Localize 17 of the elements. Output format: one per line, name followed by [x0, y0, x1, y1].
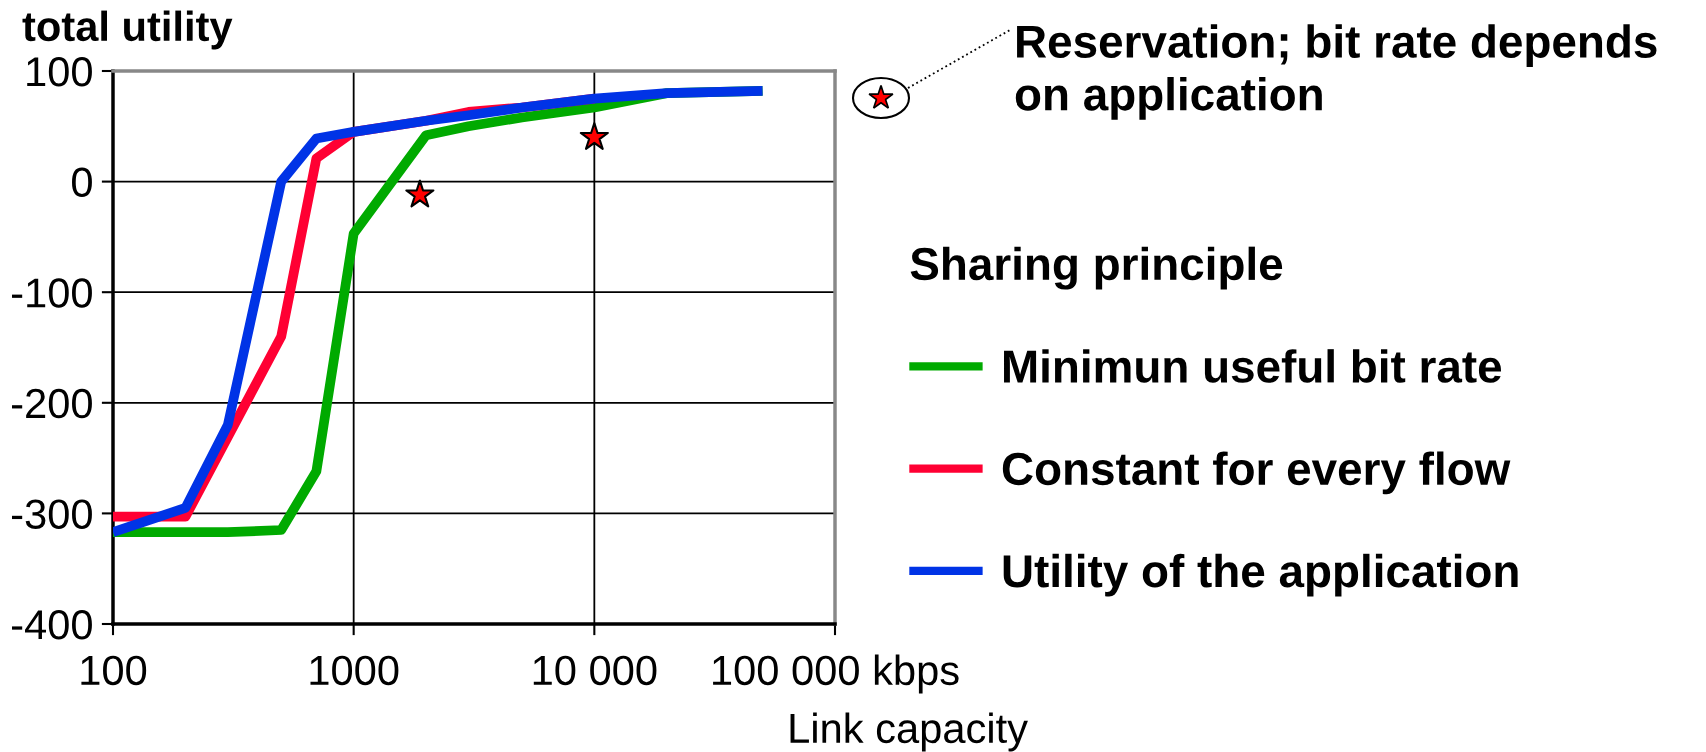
legend-label: Constant for every flow	[1002, 451, 1511, 495]
legend-title: Sharing principle	[910, 246, 1283, 290]
x-axis-title: Link capacity	[790, 712, 1028, 752]
y-tick-label: 100	[27, 57, 92, 87]
y-axis-title: total utility	[22, 10, 233, 50]
x-tick-label: 1000	[310, 655, 399, 686]
y-tick-label: -200	[12, 388, 92, 419]
x-tick-label: 100	[81, 655, 147, 686]
y-tick-label: -300	[12, 499, 92, 529]
y-tick-label: -100	[12, 278, 92, 308]
legend-label: Utility of the application	[1003, 553, 1518, 597]
legend-label: Reservation; bit rate depends on application	[1015, 24, 1657, 120]
y-tick-label: 0	[72, 167, 92, 198]
y-tick-label: -400	[12, 610, 92, 640]
legend-label: Minimun useful bit rate	[1004, 349, 1502, 383]
x-tick-label: 100 000 kbps	[713, 654, 959, 694]
x-tick-label: 10 000	[533, 655, 657, 686]
